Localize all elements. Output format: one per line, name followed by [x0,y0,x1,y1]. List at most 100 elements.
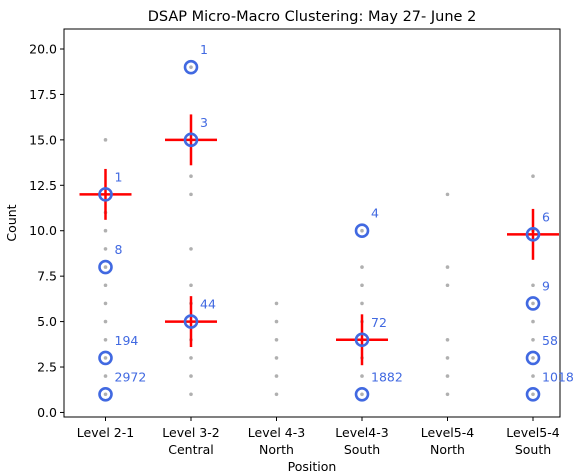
x-tick-label: Level 2-1 [77,425,134,440]
micro-point [274,374,279,378]
micro-point [189,374,193,378]
cluster-count-label: 3 [200,115,208,130]
micro-point [360,301,364,306]
cluster-count-label: 6 [542,209,550,224]
micro-point [103,301,108,306]
micro-point [103,138,108,142]
micro-point [360,265,364,269]
micro-point [360,392,364,397]
cluster-count-label: 2972 [115,369,147,384]
micro-point [360,228,364,233]
micro-point [189,65,193,69]
x-tick-label: Level5-4 [421,425,474,440]
y-axis: 0.0 2.5 5.0 7.5 10.0 12.5 15.0 17.5 20.0 [29,41,64,420]
micro-point [103,392,108,397]
cluster-count-label: 44 [200,297,216,312]
micro-point [445,356,450,360]
cluster-circle [98,386,113,402]
micro-point [360,374,364,378]
micro-point [189,283,193,288]
cluster-count-label: 58 [542,333,558,348]
y-tick-label: 7.5 [37,269,57,284]
micro-point [103,319,108,324]
micro-point [531,283,535,288]
x-tick-label-line2: South [344,442,380,457]
micro-point [531,374,535,378]
micro-point [103,374,108,378]
plot-area-frame [63,28,561,418]
micro-point [274,301,279,306]
cluster-circle [525,350,541,366]
cluster-circle [525,386,541,402]
micro-point [189,392,193,397]
y-axis-label: Count [4,204,19,241]
x-tick-label: Level5-4 [506,425,559,440]
clusters-layer: 2972 194 8 1 44 3 1 1882 72 4 1018 58 9 6 [98,42,574,402]
micro-point [189,174,193,179]
micro-point [445,374,450,378]
cluster-circle [98,187,113,202]
cluster-circle [525,296,541,311]
cluster-count-label: 9 [542,278,550,293]
micro-point [445,337,450,342]
cluster-count-label: 1 [200,42,208,57]
micro-point [103,356,108,360]
y-tick-label: 15.0 [29,132,57,147]
x-axis-label: Position [288,459,337,472]
y-tick-label: 12.5 [29,178,57,193]
cluster-circle [183,59,199,75]
micro-point [274,337,279,342]
micro-point [103,247,108,251]
y-tick-label: 17.5 [29,87,57,102]
micro-point [531,392,535,397]
cluster-count-label: 8 [115,242,123,257]
micro-point [445,192,450,197]
micro-point [103,337,108,342]
cluster-circle [98,259,113,275]
x-axis: Level 2-1 Level 3-2 Central Level 4-3 North L… [77,417,560,457]
micro-point [103,283,108,288]
y-tick-label: 10.0 [29,223,57,238]
micro-point [103,265,108,269]
micro-point [189,192,193,197]
cluster-count-label: 1018 [542,369,574,384]
cluster-count-label: 4 [371,206,379,221]
cluster-count-label: 72 [371,315,387,330]
micro-point [274,319,279,324]
micro-point [531,301,535,306]
cluster-circle [525,227,541,242]
micro-point [189,247,193,251]
micro-point [531,356,535,360]
x-tick-label-line2: South [515,442,551,457]
micro-point [189,356,193,360]
y-tick-label: 5.0 [37,314,57,329]
macro-clusters-layer [79,114,559,366]
micro-point [531,337,535,342]
cluster-circle [354,223,370,239]
cluster-count-label: 1882 [371,369,403,384]
micro-point [445,283,450,288]
micro-point [360,283,364,288]
x-tick-label: Level4-3 [335,425,388,440]
cluster-circle [98,350,113,366]
y-tick-label: 2.5 [37,360,57,375]
micro-point [531,174,535,179]
cluster-circle [183,132,199,148]
cluster-count-label: 194 [115,333,139,348]
micro-point [103,228,108,233]
x-tick-label-line2: Central [168,442,214,457]
cluster-count-label: 1 [115,169,123,184]
cluster-circle [354,386,370,402]
chart-title: DSAP Micro-Macro Clustering: May 27- Jun… [148,9,477,25]
micro-point [445,265,450,269]
x-tick-label-line2: North [430,442,465,457]
y-tick-label: 20.0 [29,41,57,56]
cluster-circle [183,314,199,329]
x-tick-label: Level 4-3 [248,425,305,440]
micro-point [445,392,450,397]
cluster-circle [354,332,370,348]
x-tick-label-line2: North [259,442,294,457]
